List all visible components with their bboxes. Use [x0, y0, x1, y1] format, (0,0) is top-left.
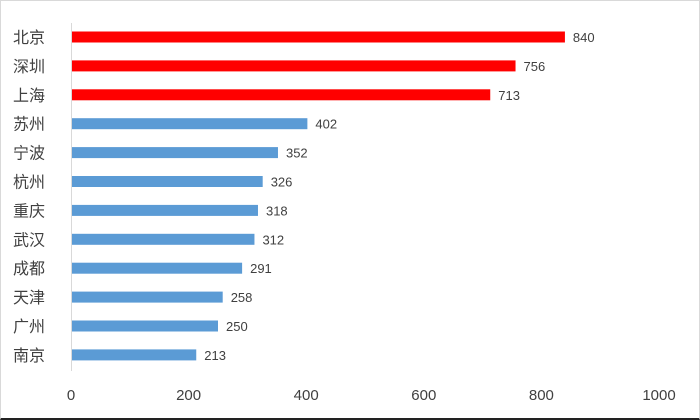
bar	[72, 60, 516, 72]
data-label: 402	[315, 117, 337, 132]
bar	[72, 176, 263, 187]
bar	[72, 262, 243, 274]
data-label: 318	[266, 203, 288, 218]
category-label: 杭州	[13, 173, 45, 192]
category-label: 上海	[13, 86, 45, 105]
category-label: 深圳	[13, 57, 45, 76]
data-label: 250	[226, 319, 248, 334]
bar	[72, 291, 223, 303]
category-label: 苏州	[13, 115, 45, 134]
bar	[72, 89, 491, 101]
category-label: 成都	[13, 259, 45, 278]
category-label: 广州	[13, 317, 45, 336]
category-label: 北京	[13, 28, 45, 47]
x-tick-label: 400	[294, 387, 319, 404]
category-label: 重庆	[13, 201, 45, 220]
data-label: 756	[524, 59, 546, 74]
data-label: 258	[231, 290, 253, 305]
bar	[72, 233, 255, 245]
data-label: 352	[286, 146, 308, 161]
bar	[72, 204, 258, 216]
data-label: 326	[271, 175, 293, 190]
category-label: 武汉	[13, 230, 45, 249]
data-label: 213	[204, 348, 226, 363]
x-tick-label: 0	[67, 387, 75, 404]
data-label: 312	[262, 232, 284, 247]
bar	[72, 349, 197, 361]
bar	[72, 320, 218, 332]
x-tick-label: 200	[176, 387, 201, 404]
category-label: 天津	[13, 288, 45, 307]
bar	[72, 118, 308, 130]
x-tick-label: 800	[529, 387, 554, 404]
bar	[72, 31, 565, 43]
x-tick-label: 1000	[642, 387, 675, 404]
data-label: 840	[573, 30, 595, 45]
data-label: 713	[498, 88, 520, 103]
category-label: 宁波	[13, 144, 45, 163]
x-tick-label: 600	[411, 387, 436, 404]
category-label: 南京	[13, 346, 45, 365]
bar	[72, 147, 278, 159]
data-label: 291	[250, 261, 272, 276]
